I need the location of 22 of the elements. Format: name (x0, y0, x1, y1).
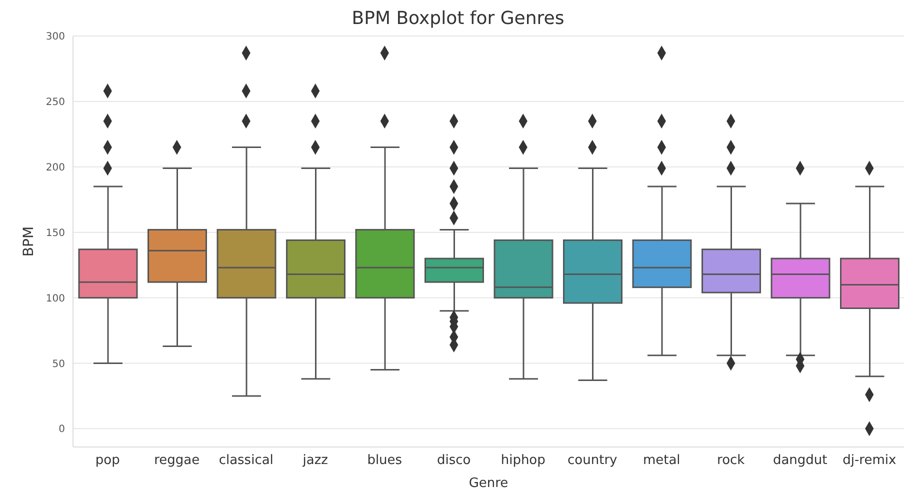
x-tick-label: disco (437, 453, 471, 468)
y-tick-label: 250 (46, 96, 65, 108)
x-tick-label: blues (367, 453, 402, 468)
x-tick-label: rock (717, 453, 746, 468)
y-tick-label: 200 (46, 162, 65, 174)
y-tick-label: 50 (52, 358, 65, 370)
y-tick-label: 150 (46, 228, 65, 239)
x-tick-label: reggae (154, 453, 200, 468)
chart-title: BPM Boxplot for Genres (350, 8, 566, 31)
x-tick-label: hiphop (500, 453, 546, 468)
x-tick-label: pop (95, 453, 120, 468)
x-tick-label: country (568, 453, 618, 468)
x-tick-label: metal (642, 453, 680, 468)
x-tick-label: jazz (302, 453, 328, 468)
y-tick-label: 300 (46, 32, 65, 43)
y-tick-label: 100 (46, 293, 65, 304)
x-tick-label: dj-remix (842, 453, 896, 468)
x-tick-label: dangdut (772, 453, 828, 468)
x-axis-title: Genre (468, 476, 508, 491)
y-axis-title: BPM (20, 226, 37, 257)
x-tick-label: classical (218, 453, 274, 468)
y-tick-label: 0 (58, 424, 65, 436)
